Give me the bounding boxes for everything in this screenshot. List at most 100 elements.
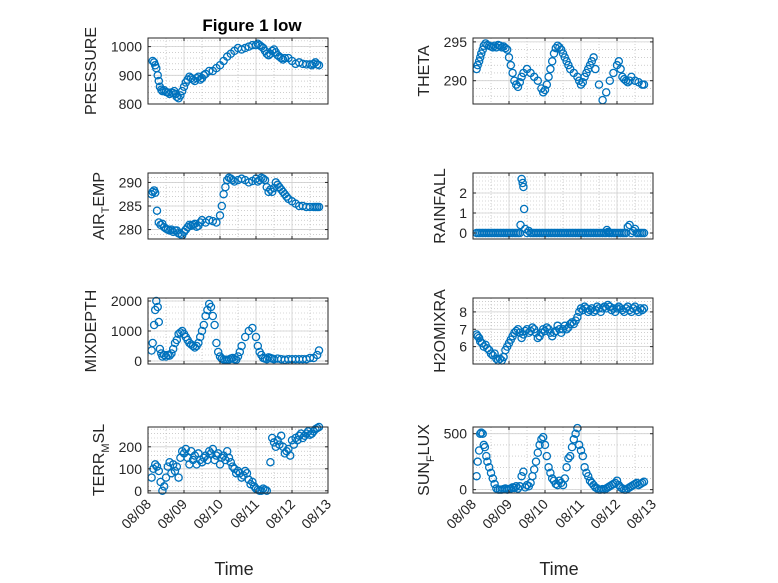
- data-point: [282, 192, 291, 201]
- data-point: [208, 311, 218, 321]
- data-point: [475, 429, 485, 438]
- data-point: [217, 201, 227, 211]
- y-axis-label: AIRTEMP: [91, 172, 112, 240]
- x-axis-label: Time: [539, 559, 578, 579]
- data-point: [285, 451, 295, 460]
- series-points: [147, 296, 324, 365]
- y-tick-label: 800: [119, 96, 143, 112]
- data-point: [538, 432, 548, 442]
- data-point: [474, 57, 484, 66]
- y-axis-label-subscript: T: [100, 206, 112, 213]
- data-point: [478, 429, 487, 438]
- data-point: [167, 349, 176, 358]
- data-point: [293, 435, 302, 445]
- data-point: [240, 332, 250, 342]
- data-point: [533, 448, 543, 457]
- y-axis-label-part: SUN: [416, 462, 433, 496]
- data-point: [210, 320, 219, 330]
- series-points: [472, 300, 649, 365]
- data-point: [486, 349, 496, 358]
- data-point: [195, 218, 205, 227]
- data-point: [612, 476, 622, 485]
- y-axis-label: H2OMIXRA: [432, 289, 449, 373]
- panel-5: 0 1000 2000 MIXDEPTH: [83, 290, 329, 372]
- data-point: [237, 341, 246, 351]
- data-point: [165, 351, 174, 360]
- data-point: [549, 49, 559, 58]
- y-tick-label: 900: [119, 67, 143, 83]
- data-point: [542, 451, 552, 461]
- y-tick-label: 2000: [111, 293, 142, 309]
- data-point: [314, 61, 324, 70]
- data-point: [159, 482, 169, 491]
- data-point: [542, 80, 552, 89]
- data-point: [163, 462, 173, 471]
- data-point: [578, 451, 588, 461]
- data-point: [309, 59, 318, 69]
- data-point: [511, 482, 521, 491]
- data-point: [248, 477, 257, 487]
- data-point: [248, 323, 257, 333]
- data-point: [154, 466, 164, 476]
- data-point: [520, 483, 530, 492]
- data-point: [504, 53, 514, 62]
- data-point: [569, 435, 579, 444]
- data-point: [213, 347, 223, 357]
- axes-box: [472, 297, 654, 365]
- data-point: [215, 211, 225, 220]
- data-point: [473, 60, 482, 70]
- data-point: [168, 344, 178, 354]
- series-points: [472, 39, 649, 105]
- data-point: [555, 43, 564, 52]
- data-point: [150, 188, 160, 198]
- y-tick-label: 0: [459, 225, 467, 241]
- axes-box: [147, 426, 329, 494]
- data-point: [228, 462, 237, 471]
- y-tick-label: 1: [459, 205, 467, 221]
- data-point: [179, 82, 189, 92]
- figure-title: Figure 1 low: [202, 16, 302, 35]
- x-axis-label: Time: [214, 559, 253, 579]
- data-point: [639, 477, 649, 487]
- data-point: [197, 457, 207, 467]
- y-tick-label: 100: [119, 461, 143, 477]
- series-points: [472, 174, 649, 238]
- data-point: [589, 53, 598, 62]
- data-point: [480, 442, 490, 452]
- y-tick-label: 500: [444, 426, 468, 442]
- y-tick-label: 0: [459, 482, 467, 498]
- data-point: [639, 80, 649, 89]
- y-tick-label: 290: [444, 73, 468, 89]
- data-point: [510, 76, 519, 85]
- panel-2: 290 295 THETA: [416, 34, 654, 105]
- data-point: [212, 218, 221, 227]
- y-axis-label-subscript: F: [425, 455, 437, 462]
- data-point: [538, 88, 548, 97]
- y-tick-label: 1000: [111, 323, 142, 339]
- data-point: [625, 76, 634, 85]
- axes-box: [472, 37, 654, 105]
- data-point: [490, 349, 499, 358]
- data-point: [564, 454, 573, 463]
- data-point: [170, 466, 180, 476]
- data-point: [152, 206, 162, 215]
- data-point: [473, 457, 482, 466]
- axes-box: [472, 426, 654, 494]
- data-point: [612, 304, 622, 313]
- data-point: [172, 462, 182, 471]
- data-point: [212, 338, 221, 348]
- y-axis-label-part: AIR: [91, 213, 108, 240]
- data-point: [639, 304, 649, 313]
- data-point: [544, 72, 553, 82]
- data-point: [233, 352, 243, 361]
- data-point: [148, 338, 157, 348]
- data-point: [235, 347, 245, 357]
- data-point: [257, 486, 266, 496]
- data-point: [540, 85, 550, 95]
- data-point: [517, 174, 526, 184]
- axes-box: [147, 37, 329, 105]
- panel-6: 6 78 H2OMIXRA: [432, 289, 654, 373]
- data-point: [486, 468, 496, 478]
